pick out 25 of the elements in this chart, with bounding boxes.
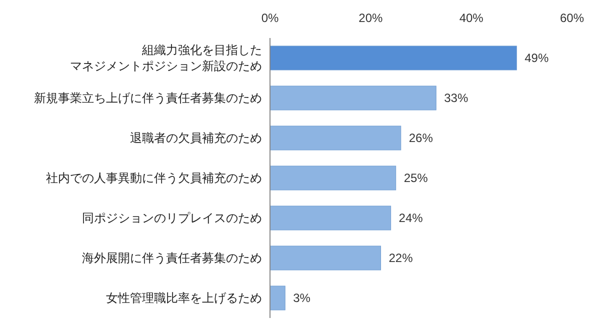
data-label: 22% — [388, 251, 414, 265]
y-tick-label: 社内での人事異動に伴う欠員補充のため — [46, 171, 262, 185]
data-label: 33% — [444, 91, 468, 105]
x-tick-label: 0% — [261, 11, 279, 25]
y-tick-label: 同ポジションのリプレイスのため — [82, 211, 262, 225]
y-tick-label: 退職者の欠員補充のため — [130, 131, 262, 145]
x-tick-label: 40% — [459, 11, 484, 25]
y-tick-label: 海外展開に伴う責任者募集のため — [82, 251, 262, 265]
bar — [270, 46, 517, 70]
x-tick-label: 20% — [358, 11, 383, 25]
x-tick-label: 60% — [560, 11, 584, 25]
data-label: 3% — [293, 291, 311, 305]
bar — [270, 166, 396, 190]
data-label: 25% — [404, 171, 428, 185]
y-tick-label: 女性管理職比率を上げるため — [106, 291, 262, 305]
bar — [270, 246, 381, 270]
data-label: 49% — [524, 51, 549, 65]
bar — [270, 86, 436, 110]
y-tick-label: 新規事業立ち上げに伴う責任者募集のため — [34, 91, 262, 105]
data-label: 24% — [398, 211, 424, 225]
y-tick-label: 組織力強化を目指したマネジメントポジション新設のため — [70, 43, 262, 73]
bar — [270, 286, 286, 310]
data-label: 26% — [408, 131, 434, 145]
bar — [270, 126, 402, 150]
bar — [270, 206, 392, 230]
